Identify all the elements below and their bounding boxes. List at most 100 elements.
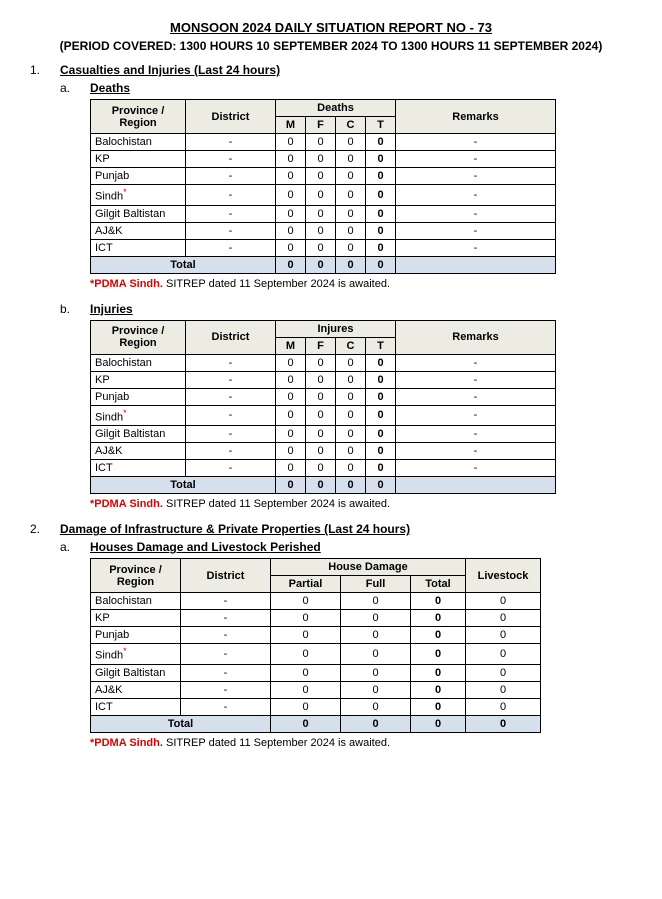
- table-row: Balochistan - 0 0 0 0 -: [91, 354, 556, 371]
- th-full: Full: [341, 576, 411, 593]
- note-prefix: *PDMA Sindh.: [90, 278, 163, 290]
- cell-partial: 0: [271, 593, 341, 610]
- cell-total-t: 0: [366, 256, 396, 273]
- cell-t: 0: [366, 205, 396, 222]
- th-partial: Partial: [271, 576, 341, 593]
- table-row: Sindh* - 0 0 0 0 -: [91, 405, 556, 426]
- cell-m: 0: [276, 405, 306, 426]
- report-title: MONSOON 2024 DAILY SITUATION REPORT NO -…: [30, 20, 632, 35]
- cell-total-partial: 0: [271, 715, 341, 732]
- cell-c: 0: [336, 426, 366, 443]
- cell-full: 0: [341, 664, 411, 681]
- th-total: Total: [411, 576, 466, 593]
- cell-total: 0: [411, 664, 466, 681]
- cell-t: 0: [366, 168, 396, 185]
- table-row: Sindh* - 0 0 0 0: [91, 644, 541, 665]
- cell-total-total: 0: [411, 715, 466, 732]
- cell-region: Punjab: [91, 168, 186, 185]
- cell-region: Gilgit Baltistan: [91, 205, 186, 222]
- cell-district: -: [181, 593, 271, 610]
- cell-f: 0: [306, 151, 336, 168]
- note-prefix: *PDMA Sindh.: [90, 737, 163, 749]
- section-1a-heading: Deaths: [90, 81, 130, 95]
- th-m: M: [276, 117, 306, 134]
- table-row: ICT - 0 0 0 0 -: [91, 460, 556, 477]
- table-row: Gilgit Baltistan - 0 0 0 0 -: [91, 426, 556, 443]
- cell-f: 0: [306, 168, 336, 185]
- th-district: District: [181, 559, 271, 593]
- table-row: Gilgit Baltistan - 0 0 0 0: [91, 664, 541, 681]
- cell-c: 0: [336, 354, 366, 371]
- cell-partial: 0: [271, 698, 341, 715]
- section-2-header: 2. Damage of Infrastructure & Private Pr…: [30, 522, 632, 536]
- section-2a-heading: Houses Damage and Livestock Perished: [90, 540, 321, 554]
- table-row: Punjab - 0 0 0 0: [91, 627, 541, 644]
- cell-m: 0: [276, 185, 306, 206]
- section-1b-heading: Injuries: [90, 302, 133, 316]
- th-c: C: [336, 337, 366, 354]
- cell-t: 0: [366, 388, 396, 405]
- cell-t: 0: [366, 185, 396, 206]
- table-row: Balochistan - 0 0 0 0: [91, 593, 541, 610]
- sindh-star-icon: *: [123, 187, 127, 197]
- th-injures: Injures: [276, 320, 396, 337]
- injuries-table: Province / Region District Injures Remar…: [90, 320, 556, 495]
- cell-total-remarks: [396, 256, 556, 273]
- th-f: F: [306, 337, 336, 354]
- table-row: ICT - 0 0 0 0: [91, 698, 541, 715]
- cell-total: 0: [411, 698, 466, 715]
- cell-c: 0: [336, 222, 366, 239]
- cell-remarks: -: [396, 185, 556, 206]
- cell-t: 0: [366, 151, 396, 168]
- houses-note: *PDMA Sindh. SITREP dated 11 September 2…: [90, 737, 632, 749]
- cell-remarks: -: [396, 371, 556, 388]
- cell-remarks: -: [396, 443, 556, 460]
- cell-district: -: [181, 644, 271, 665]
- injuries-note: *PDMA Sindh. SITREP dated 11 September 2…: [90, 498, 632, 510]
- cell-total-f: 0: [306, 256, 336, 273]
- cell-total-livestock: 0: [466, 715, 541, 732]
- cell-region: Balochistan: [91, 134, 186, 151]
- cell-district: -: [181, 627, 271, 644]
- cell-region: KP: [91, 151, 186, 168]
- cell-m: 0: [276, 388, 306, 405]
- cell-m: 0: [276, 205, 306, 222]
- cell-region: AJ&K: [91, 222, 186, 239]
- cell-t: 0: [366, 222, 396, 239]
- cell-district: -: [181, 681, 271, 698]
- table-row: Punjab - 0 0 0 0 -: [91, 168, 556, 185]
- th-m: M: [276, 337, 306, 354]
- cell-total-label: Total: [91, 256, 276, 273]
- cell-district: -: [186, 134, 276, 151]
- table-row: Gilgit Baltistan - 0 0 0 0 -: [91, 205, 556, 222]
- section-1-heading: Casualties and Injuries (Last 24 hours): [60, 63, 280, 77]
- cell-district: -: [181, 610, 271, 627]
- section-2-heading: Damage of Infrastructure & Private Prope…: [60, 522, 410, 536]
- cell-remarks: -: [396, 460, 556, 477]
- cell-m: 0: [276, 354, 306, 371]
- cell-c: 0: [336, 168, 366, 185]
- cell-total-f: 0: [306, 477, 336, 494]
- cell-c: 0: [336, 151, 366, 168]
- cell-f: 0: [306, 371, 336, 388]
- cell-remarks: -: [396, 405, 556, 426]
- cell-remarks: -: [396, 222, 556, 239]
- cell-district: -: [181, 698, 271, 715]
- cell-region: AJ&K: [91, 443, 186, 460]
- table-total-row: Total 0 0 0 0: [91, 256, 556, 273]
- section-1b-letter: b.: [60, 302, 90, 316]
- cell-f: 0: [306, 185, 336, 206]
- th-deaths: Deaths: [276, 100, 396, 117]
- th-remarks: Remarks: [396, 100, 556, 134]
- cell-region: Sindh*: [91, 185, 186, 206]
- cell-district: -: [186, 388, 276, 405]
- cell-c: 0: [336, 405, 366, 426]
- cell-district: -: [186, 371, 276, 388]
- cell-c: 0: [336, 443, 366, 460]
- cell-remarks: -: [396, 151, 556, 168]
- cell-district: -: [186, 460, 276, 477]
- cell-district: -: [186, 405, 276, 426]
- cell-livestock: 0: [466, 610, 541, 627]
- cell-district: -: [186, 443, 276, 460]
- cell-district: -: [186, 205, 276, 222]
